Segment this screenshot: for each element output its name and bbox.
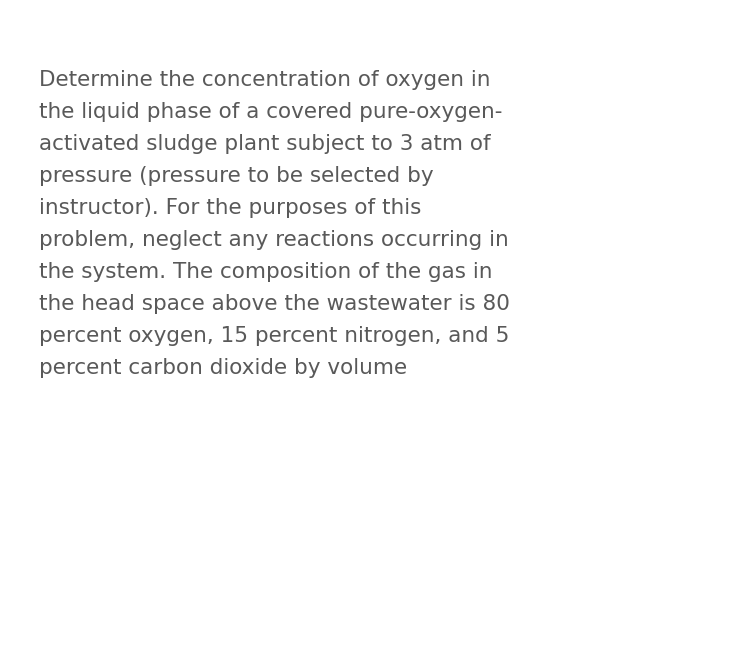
Text: Determine the concentration of oxygen in
the liquid phase of a covered pure-oxyg: Determine the concentration of oxygen in… (39, 70, 510, 378)
